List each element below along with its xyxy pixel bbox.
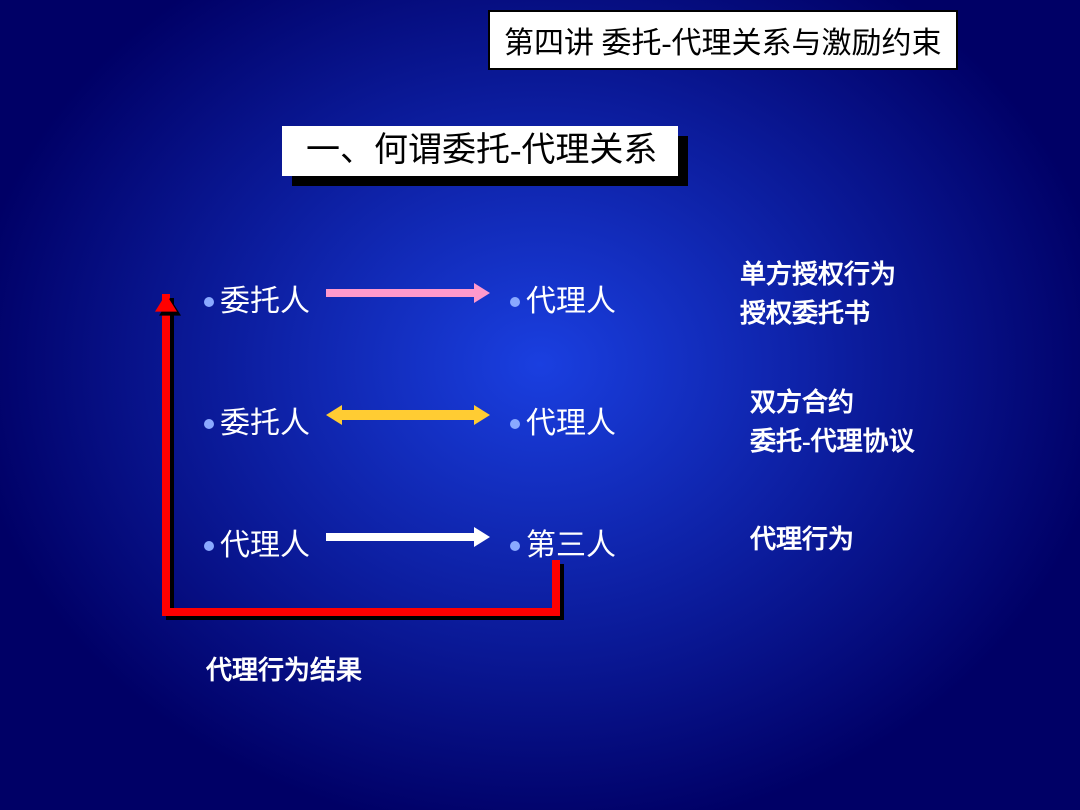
row0-side-line1: 授权委托书 bbox=[740, 294, 896, 333]
row1-left-node-label: 委托人 bbox=[220, 407, 310, 440]
row2-side-line0: 代理行为 bbox=[750, 520, 854, 559]
row1-left-node: 委托人 bbox=[204, 398, 310, 442]
slide-header: 第四讲 委托-代理关系与激励约束 bbox=[488, 10, 958, 70]
row0-left-node-label: 委托人 bbox=[220, 285, 310, 318]
row1-right-node-label: 代理人 bbox=[526, 407, 616, 440]
bullet-icon bbox=[510, 419, 520, 429]
row0-side-line0: 单方授权行为 bbox=[740, 255, 896, 294]
section-title: 一、何谓委托-代理关系 bbox=[282, 126, 678, 176]
row2-side-text: 代理行为 bbox=[750, 520, 854, 559]
row0-right-node: 代理人 bbox=[510, 276, 616, 320]
bullet-icon bbox=[204, 541, 214, 551]
row0-side-text: 单方授权行为授权委托书 bbox=[740, 255, 896, 333]
row0-left-node: 委托人 bbox=[204, 276, 310, 320]
row0-right-node-label: 代理人 bbox=[526, 285, 616, 318]
row0-arrow bbox=[326, 283, 490, 303]
bullet-icon bbox=[510, 541, 520, 551]
row2-left-node-label: 代理人 bbox=[220, 529, 310, 562]
row1-arrow bbox=[326, 405, 490, 425]
row2-right-node: 第三人 bbox=[510, 520, 616, 564]
bullet-icon bbox=[510, 297, 520, 307]
row2-left-node: 代理人 bbox=[204, 520, 310, 564]
row1-side-line1: 委托-代理协议 bbox=[750, 422, 915, 461]
row2-right-node-label: 第三人 bbox=[526, 529, 616, 562]
row1-side-text: 双方合约委托-代理协议 bbox=[750, 383, 915, 461]
row1-right-node: 代理人 bbox=[510, 398, 616, 442]
row2-arrow bbox=[326, 527, 490, 547]
slide-canvas: 第四讲 委托-代理关系与激励约束 一、何谓委托-代理关系 委托人代理人单方授权行… bbox=[0, 0, 1080, 810]
row1-side-line0: 双方合约 bbox=[750, 383, 915, 422]
bottom-label: 代理行为结果 bbox=[206, 650, 362, 687]
bullet-icon bbox=[204, 297, 214, 307]
loopback-path bbox=[166, 294, 556, 612]
bullet-icon bbox=[204, 419, 214, 429]
